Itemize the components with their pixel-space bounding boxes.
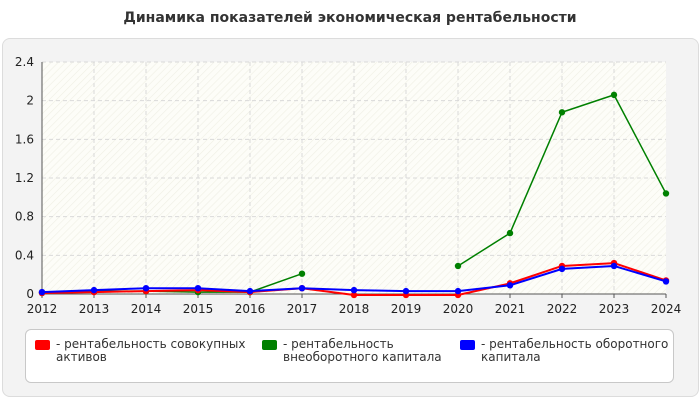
data-point bbox=[662, 190, 670, 197]
data-point bbox=[194, 285, 202, 292]
data-point bbox=[454, 262, 462, 270]
legend-swatch-green bbox=[262, 340, 277, 350]
y-tick-label: 1.6 bbox=[15, 132, 34, 146]
x-tick-label: 2016 bbox=[235, 302, 266, 316]
data-point bbox=[558, 109, 566, 116]
series bbox=[38, 91, 670, 299]
legend-item-current[interactable]: - рентабельность оборотного капитала bbox=[460, 338, 670, 364]
x-tick-label: 2020 bbox=[443, 302, 474, 316]
chart-title: Динамика показателей экономическая рента… bbox=[123, 10, 577, 26]
data-point bbox=[298, 285, 306, 292]
data-point bbox=[454, 287, 462, 295]
data-point bbox=[246, 287, 254, 295]
x-tick-label: 2015 bbox=[183, 302, 214, 316]
legend-item-noncurrent[interactable]: - рентабельность внеоборотного капитала bbox=[262, 338, 447, 364]
data-point bbox=[142, 285, 150, 292]
x-tick-label: 2013 bbox=[79, 302, 110, 316]
x-tick-label: 2023 bbox=[599, 302, 630, 316]
data-point bbox=[558, 265, 566, 273]
y-tick-label: 0.4 bbox=[15, 248, 34, 262]
x-tick-label: 2014 bbox=[131, 302, 162, 316]
data-point bbox=[610, 91, 618, 99]
y-tick-label: 2.4 bbox=[15, 55, 34, 69]
grid bbox=[42, 61, 666, 294]
data-point bbox=[506, 282, 514, 289]
legend-label: - рентабельность оборотного капитала bbox=[481, 337, 669, 364]
data-point bbox=[402, 287, 410, 295]
data-point bbox=[662, 278, 670, 285]
y-tick-label: 2 bbox=[26, 94, 34, 108]
data-point bbox=[506, 229, 514, 237]
legend-swatch-red bbox=[35, 340, 50, 350]
y-tick-label: 1.2 bbox=[15, 171, 34, 185]
x-tick-label: 2017 bbox=[287, 302, 318, 316]
y-tick-label: 0.8 bbox=[15, 210, 34, 224]
x-tick-label: 2021 bbox=[495, 302, 526, 316]
data-point bbox=[610, 262, 618, 270]
legend-label: - рентабельность совокупных активов bbox=[56, 337, 246, 364]
data-point bbox=[90, 286, 98, 294]
x-tick-label: 2012 bbox=[27, 302, 58, 316]
legend-swatch-blue bbox=[460, 340, 475, 350]
y-tick-label: 0 bbox=[26, 287, 34, 301]
tick-labels: 0 0.4 0.8 1.2 1.6 2 2.4 2012 2013 2014 2015 2016 201… bbox=[15, 55, 681, 316]
data-point bbox=[350, 286, 358, 294]
legend-label: - рентабельность внеоборотного капитала bbox=[283, 337, 442, 364]
x-tick-label: 2024 bbox=[651, 302, 682, 316]
data-point bbox=[350, 291, 358, 299]
legend: - рентабельность совокупных активов - ре… bbox=[25, 329, 674, 383]
x-tick-label: 2018 bbox=[339, 302, 370, 316]
x-tick-label: 2019 bbox=[391, 302, 422, 316]
data-point bbox=[298, 270, 306, 277]
x-tick-label: 2022 bbox=[547, 302, 578, 316]
legend-item-assets[interactable]: - рентабельность совокупных активов bbox=[35, 338, 250, 364]
data-point bbox=[38, 288, 46, 296]
